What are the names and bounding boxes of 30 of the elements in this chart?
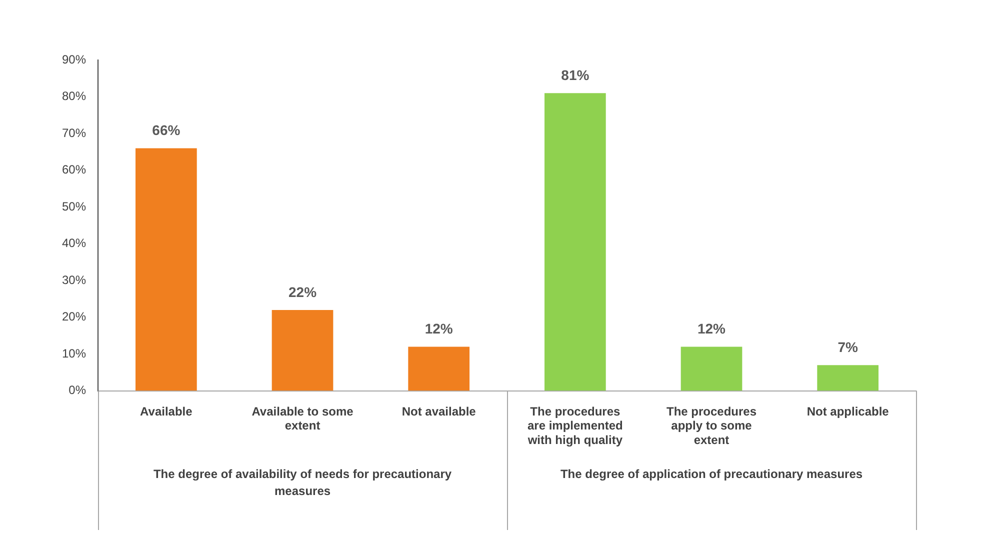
bar <box>136 148 197 391</box>
data-label: 12% <box>697 320 726 337</box>
x-tick-label: Not available <box>402 404 476 418</box>
y-tick-label: 80% <box>62 89 86 104</box>
text: The degree of application of precautionary measures <box>560 467 863 482</box>
y-tick-label: 40% <box>62 236 86 250</box>
data-label: 81% <box>561 66 590 83</box>
data-label: 12% <box>424 320 454 337</box>
bar <box>272 310 334 391</box>
y-tick-label: 90% <box>62 52 86 66</box>
x-tick-label: Available to some extent <box>252 404 354 433</box>
y-tick-label: 0% <box>68 383 86 398</box>
y-tick-label: 30% <box>62 272 86 287</box>
y-tick-label: 50% <box>62 199 86 214</box>
x-tick-label: Not applicable <box>806 404 890 418</box>
bar <box>817 365 879 391</box>
y-tick-label: 60% <box>62 162 86 177</box>
text: The degree of availability of needs for precautionary measures <box>153 467 452 498</box>
x-tick-label: The procedures are implemented with high quality <box>526 404 623 448</box>
data-label: 22% <box>288 284 318 300</box>
y-tick-label: 70% <box>62 126 86 140</box>
bar <box>544 93 606 391</box>
x-tick-label: Available <box>140 404 193 418</box>
y-tick-label: 10% <box>62 346 86 360</box>
x-tick-label: The procedures apply to some extent <box>666 404 757 448</box>
data-label: 66% <box>152 122 181 138</box>
bar <box>680 346 742 391</box>
y-tick-label: 20% <box>62 310 86 324</box>
data-label: 7% <box>838 338 859 355</box>
bar <box>408 346 470 391</box>
